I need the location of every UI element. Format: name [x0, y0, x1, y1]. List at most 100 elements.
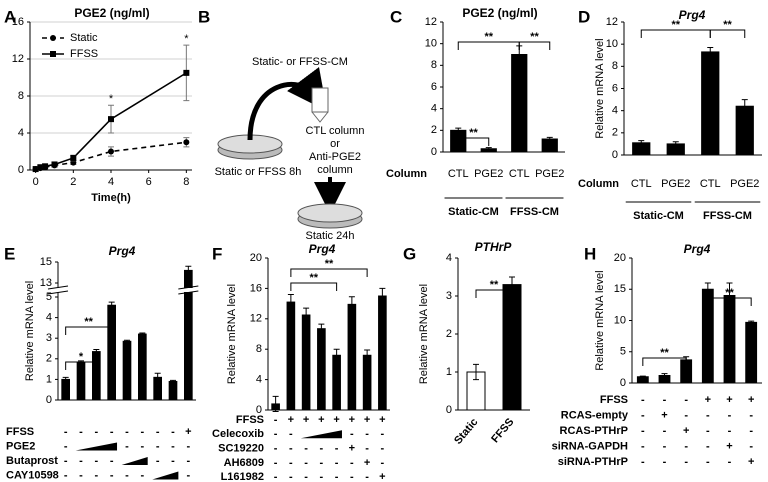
condition-sign: -	[94, 426, 98, 438]
y-axis-label: Relative mRNA level	[418, 284, 430, 384]
bar	[76, 362, 86, 401]
condition-sign: -	[140, 469, 144, 481]
y-axis-label: Relative mRNA level	[594, 270, 606, 370]
condition-sign: -	[335, 457, 339, 469]
condition-sign: +	[726, 394, 732, 406]
error-bar	[707, 46, 714, 57]
condition-sign: +	[661, 409, 667, 421]
y-tick-label: 8	[612, 60, 618, 72]
bar	[168, 380, 178, 401]
condition-sign: -	[335, 471, 339, 482]
significance-bracket	[290, 268, 368, 277]
condition-sign: -	[64, 469, 68, 481]
error-bar	[333, 348, 340, 362]
error-bar	[661, 373, 668, 378]
axis-break	[178, 285, 199, 295]
y-tick-label: 1	[46, 373, 52, 385]
condition-sign: -	[274, 457, 278, 469]
label: column	[317, 164, 352, 176]
x-tick-label: FFSS	[489, 416, 516, 445]
y-tick-label: 4	[46, 312, 52, 324]
y-tick-label: 10	[614, 314, 626, 326]
condition-sign: +	[333, 414, 339, 426]
condition-sign: -	[663, 425, 667, 437]
group-label: Static-CM	[448, 206, 499, 218]
condition-sign: -	[663, 456, 667, 468]
condition-sign: -	[125, 469, 129, 481]
condition-sign: +	[379, 414, 385, 426]
axis-break-gap	[178, 288, 199, 292]
bar	[138, 333, 147, 401]
y-tick-label: 8	[18, 90, 24, 102]
condition-sign: -	[365, 443, 369, 455]
y-tick-label: 15	[40, 256, 52, 268]
condition-label: Celecoxib	[212, 428, 264, 440]
significance-bracket	[457, 41, 520, 50]
y-tick-label: 2	[46, 353, 52, 365]
error-bar	[318, 323, 325, 334]
bar	[511, 54, 528, 153]
panel-letter: C	[390, 7, 402, 26]
y-tick-label: 5	[46, 291, 52, 303]
condition-sign: -	[274, 414, 278, 426]
condition-label: FFSS	[6, 426, 34, 438]
error-bar	[672, 141, 679, 147]
x-tick-label: Static	[452, 416, 480, 447]
marker	[42, 163, 49, 170]
label: CTL column	[306, 125, 365, 137]
condition-sign: -	[350, 457, 354, 469]
condition-sign: -	[79, 455, 83, 467]
legend-marker	[50, 51, 56, 57]
error-bar	[62, 376, 69, 382]
chart-title: Prg4	[684, 242, 711, 256]
condition-sign: -	[663, 394, 667, 406]
significance-bracket	[65, 326, 113, 335]
error-bar	[704, 282, 711, 296]
x-tick-label: CTL	[509, 168, 530, 180]
y-tick-label: 10	[606, 38, 618, 50]
x-axis-label: Time(h)	[91, 192, 131, 204]
condition-sign: -	[274, 428, 278, 440]
x-tick-label: PGE2	[535, 168, 564, 180]
bar	[723, 295, 736, 384]
condition-sign: -	[641, 409, 645, 421]
condition-sign: -	[728, 425, 732, 437]
ramp	[75, 442, 118, 451]
annotation: *	[184, 33, 189, 45]
x-tick-label: 4	[108, 176, 114, 188]
condition-sign: -	[335, 443, 339, 455]
marker	[37, 164, 44, 171]
condition-sign: -	[274, 471, 278, 482]
panel-letter: D	[578, 7, 590, 26]
condition-sign: -	[728, 409, 732, 421]
group-label: FFSS-CM	[703, 210, 752, 222]
error-bar	[741, 99, 748, 114]
y-tick-label: 16	[12, 16, 24, 28]
condition-label: L161982	[221, 471, 264, 482]
error-bar	[638, 140, 645, 146]
bar	[378, 295, 387, 411]
condition-sign: -	[749, 440, 753, 452]
y-tick-label: 6	[612, 82, 618, 94]
significance-label: **	[469, 127, 478, 139]
panel-b: B Static- or FFSS-CM Static or FFSS 8h C…	[198, 7, 364, 241]
bar	[107, 304, 117, 401]
significance-bracket	[65, 361, 97, 370]
condition-label: FFSS	[600, 394, 628, 406]
condition-sign: +	[379, 471, 385, 482]
marker	[108, 148, 114, 155]
bar	[362, 354, 372, 411]
significance-bracket	[642, 357, 687, 366]
y-tick-label: 16	[250, 282, 262, 294]
condition-sign: -	[706, 440, 710, 452]
y-tick-label: 2	[431, 124, 437, 136]
significance-bracket	[709, 29, 746, 38]
marker	[51, 161, 58, 168]
bar	[92, 351, 101, 401]
significance-label: **	[671, 19, 680, 31]
condition-sign: -	[186, 455, 190, 467]
x-tick-label: CTL	[700, 178, 721, 190]
legend-label: FFSS	[70, 48, 98, 60]
significance-bracket	[290, 282, 338, 291]
bar	[317, 328, 326, 411]
